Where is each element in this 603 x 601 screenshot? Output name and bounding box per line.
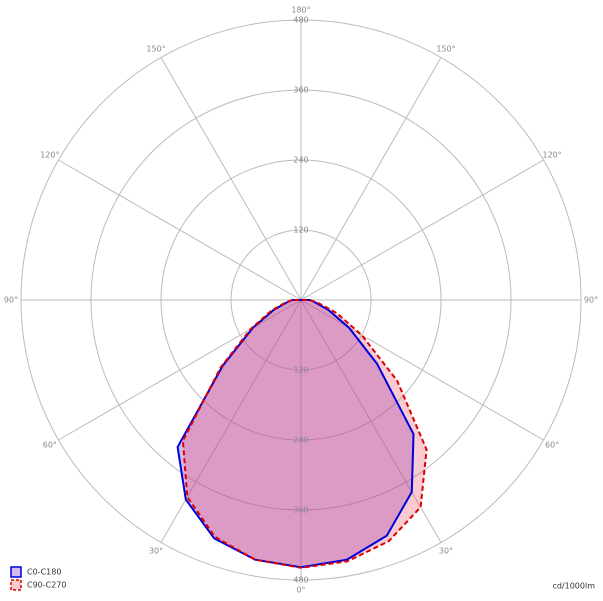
angle-label: 120° bbox=[40, 151, 59, 160]
area bbox=[177, 300, 414, 568]
areas bbox=[177, 300, 427, 568]
r-tick-label: 480 bbox=[293, 16, 308, 25]
spoke bbox=[300, 57, 442, 301]
grid bbox=[20, 19, 582, 581]
angle-label: 90° bbox=[584, 296, 598, 305]
r-tick-label: 480 bbox=[293, 576, 308, 585]
area bbox=[182, 300, 427, 568]
legend-swatch bbox=[10, 579, 22, 591]
angle-label: 150° bbox=[436, 44, 455, 53]
legend-label: C90-C270 bbox=[27, 581, 67, 590]
r-tick-label: 120 bbox=[293, 226, 308, 235]
angle-label: 90° bbox=[4, 296, 18, 305]
r-tick-label: 360 bbox=[293, 506, 308, 515]
r-tick-label: 240 bbox=[293, 436, 308, 445]
angle-label: 30° bbox=[149, 547, 163, 556]
unit-label: cd/1000lm bbox=[552, 582, 595, 591]
angle-label: 60° bbox=[545, 441, 559, 450]
legend-swatch bbox=[10, 566, 22, 578]
spoke bbox=[300, 299, 544, 441]
r-tick-label: 360 bbox=[293, 86, 308, 95]
angle-label: 0° bbox=[296, 586, 305, 595]
line bbox=[181, 299, 428, 569]
angle-label: 180° bbox=[291, 6, 310, 15]
spoke bbox=[300, 159, 544, 301]
spoke bbox=[160, 299, 302, 543]
spoke bbox=[58, 159, 302, 301]
legend-label: C0-C180 bbox=[27, 568, 61, 577]
r-tick-label: 120 bbox=[293, 366, 308, 375]
spoke bbox=[300, 299, 442, 543]
spoke bbox=[58, 299, 302, 441]
angle-label: 150° bbox=[146, 44, 165, 53]
lines bbox=[176, 299, 428, 569]
spoke bbox=[160, 57, 302, 301]
r-tick-label: 240 bbox=[293, 156, 308, 165]
angle-label: 120° bbox=[543, 151, 562, 160]
angle-label: 60° bbox=[43, 441, 57, 450]
angle-label: 30° bbox=[439, 547, 453, 556]
labels: 1201202402403603604804800°30°30°60°60°90… bbox=[4, 6, 598, 595]
